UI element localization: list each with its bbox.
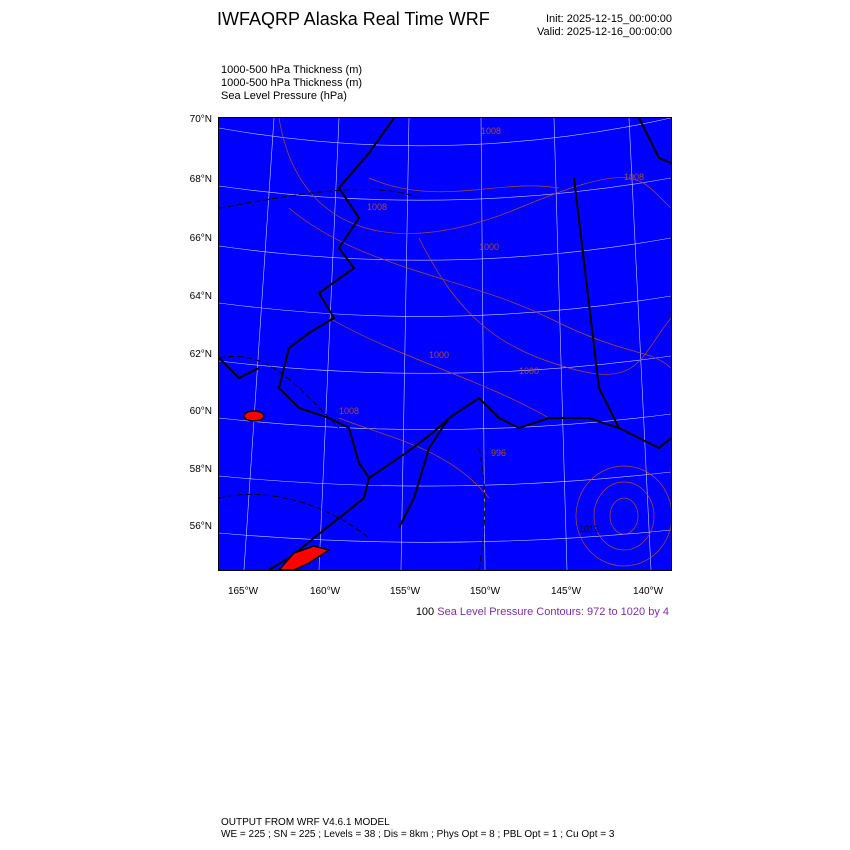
map-svg: 1008 1008 1008 1000 1000 1008 1000 996 1…: [218, 117, 673, 571]
footer-settings: WE = 225 ; SN = 225 ; Levels = 38 ; Dis …: [221, 829, 615, 840]
lat-label: 70°N: [189, 114, 212, 125]
time-info: Init: 2025-12-15_00:00:00 Valid: 2025-12…: [537, 13, 672, 39]
field-label-thickness-2: 1000-500 hPa Thickness (m): [221, 77, 363, 89]
contour-info-text: Sea Level Pressure Contours: 972 to 1020…: [437, 606, 669, 618]
lon-label: 145°W: [550, 586, 582, 597]
lat-label: 56°N: [189, 521, 212, 532]
contour-label: 1008: [339, 406, 359, 416]
contour-label: 1008: [624, 172, 644, 182]
lon-label: 140°W: [632, 586, 664, 597]
slp-contours: [278, 117, 673, 567]
contour-label: 1000: [429, 350, 449, 360]
contour-label: 1000: [519, 366, 539, 376]
contour-label: 1008: [367, 202, 387, 212]
contour-label: 1000: [479, 242, 499, 252]
lon-label: 155°W: [389, 586, 421, 597]
lat-label: 64°N: [189, 291, 212, 302]
contour-label: 1012: [579, 524, 599, 534]
lat-label: 66°N: [189, 233, 212, 244]
lon-label: 160°W: [309, 586, 341, 597]
footer-model: OUTPUT FROM WRF V4.6.1 MODEL: [221, 817, 390, 828]
contour-info-prefix: 100: [415, 606, 435, 618]
contour-info: 100 Sea Level Pressure Contours: 972 to …: [416, 606, 669, 618]
lat-label: 58°N: [189, 464, 212, 475]
lon-label: 150°W: [469, 586, 501, 597]
coastline: [218, 117, 672, 571]
plot-title: IWFAQRP Alaska Real Time WRF: [217, 9, 490, 29]
contour-labels: 1008 1008 1008 1000 1000 1008 1000 996 1…: [339, 126, 644, 534]
init-time: Init: 2025-12-15_00:00:00: [546, 13, 672, 25]
lon-label: 165°W: [227, 586, 259, 597]
field-label-slp: Sea Level Pressure (hPa): [221, 90, 347, 102]
field-label-thickness-1: 1000-500 hPa Thickness (m): [221, 64, 363, 76]
contour-label: 1008: [481, 126, 501, 136]
lat-label: 60°N: [189, 406, 212, 417]
valid-time: Valid: 2025-12-16_00:00:00: [537, 26, 672, 38]
map-plot: 1008 1008 1008 1000 1000 1008 1000 996 1…: [218, 117, 673, 571]
contour-label: 996: [491, 448, 506, 458]
map-background: [219, 118, 671, 570]
lat-label: 68°N: [189, 174, 212, 185]
lat-label: 62°N: [189, 349, 212, 360]
